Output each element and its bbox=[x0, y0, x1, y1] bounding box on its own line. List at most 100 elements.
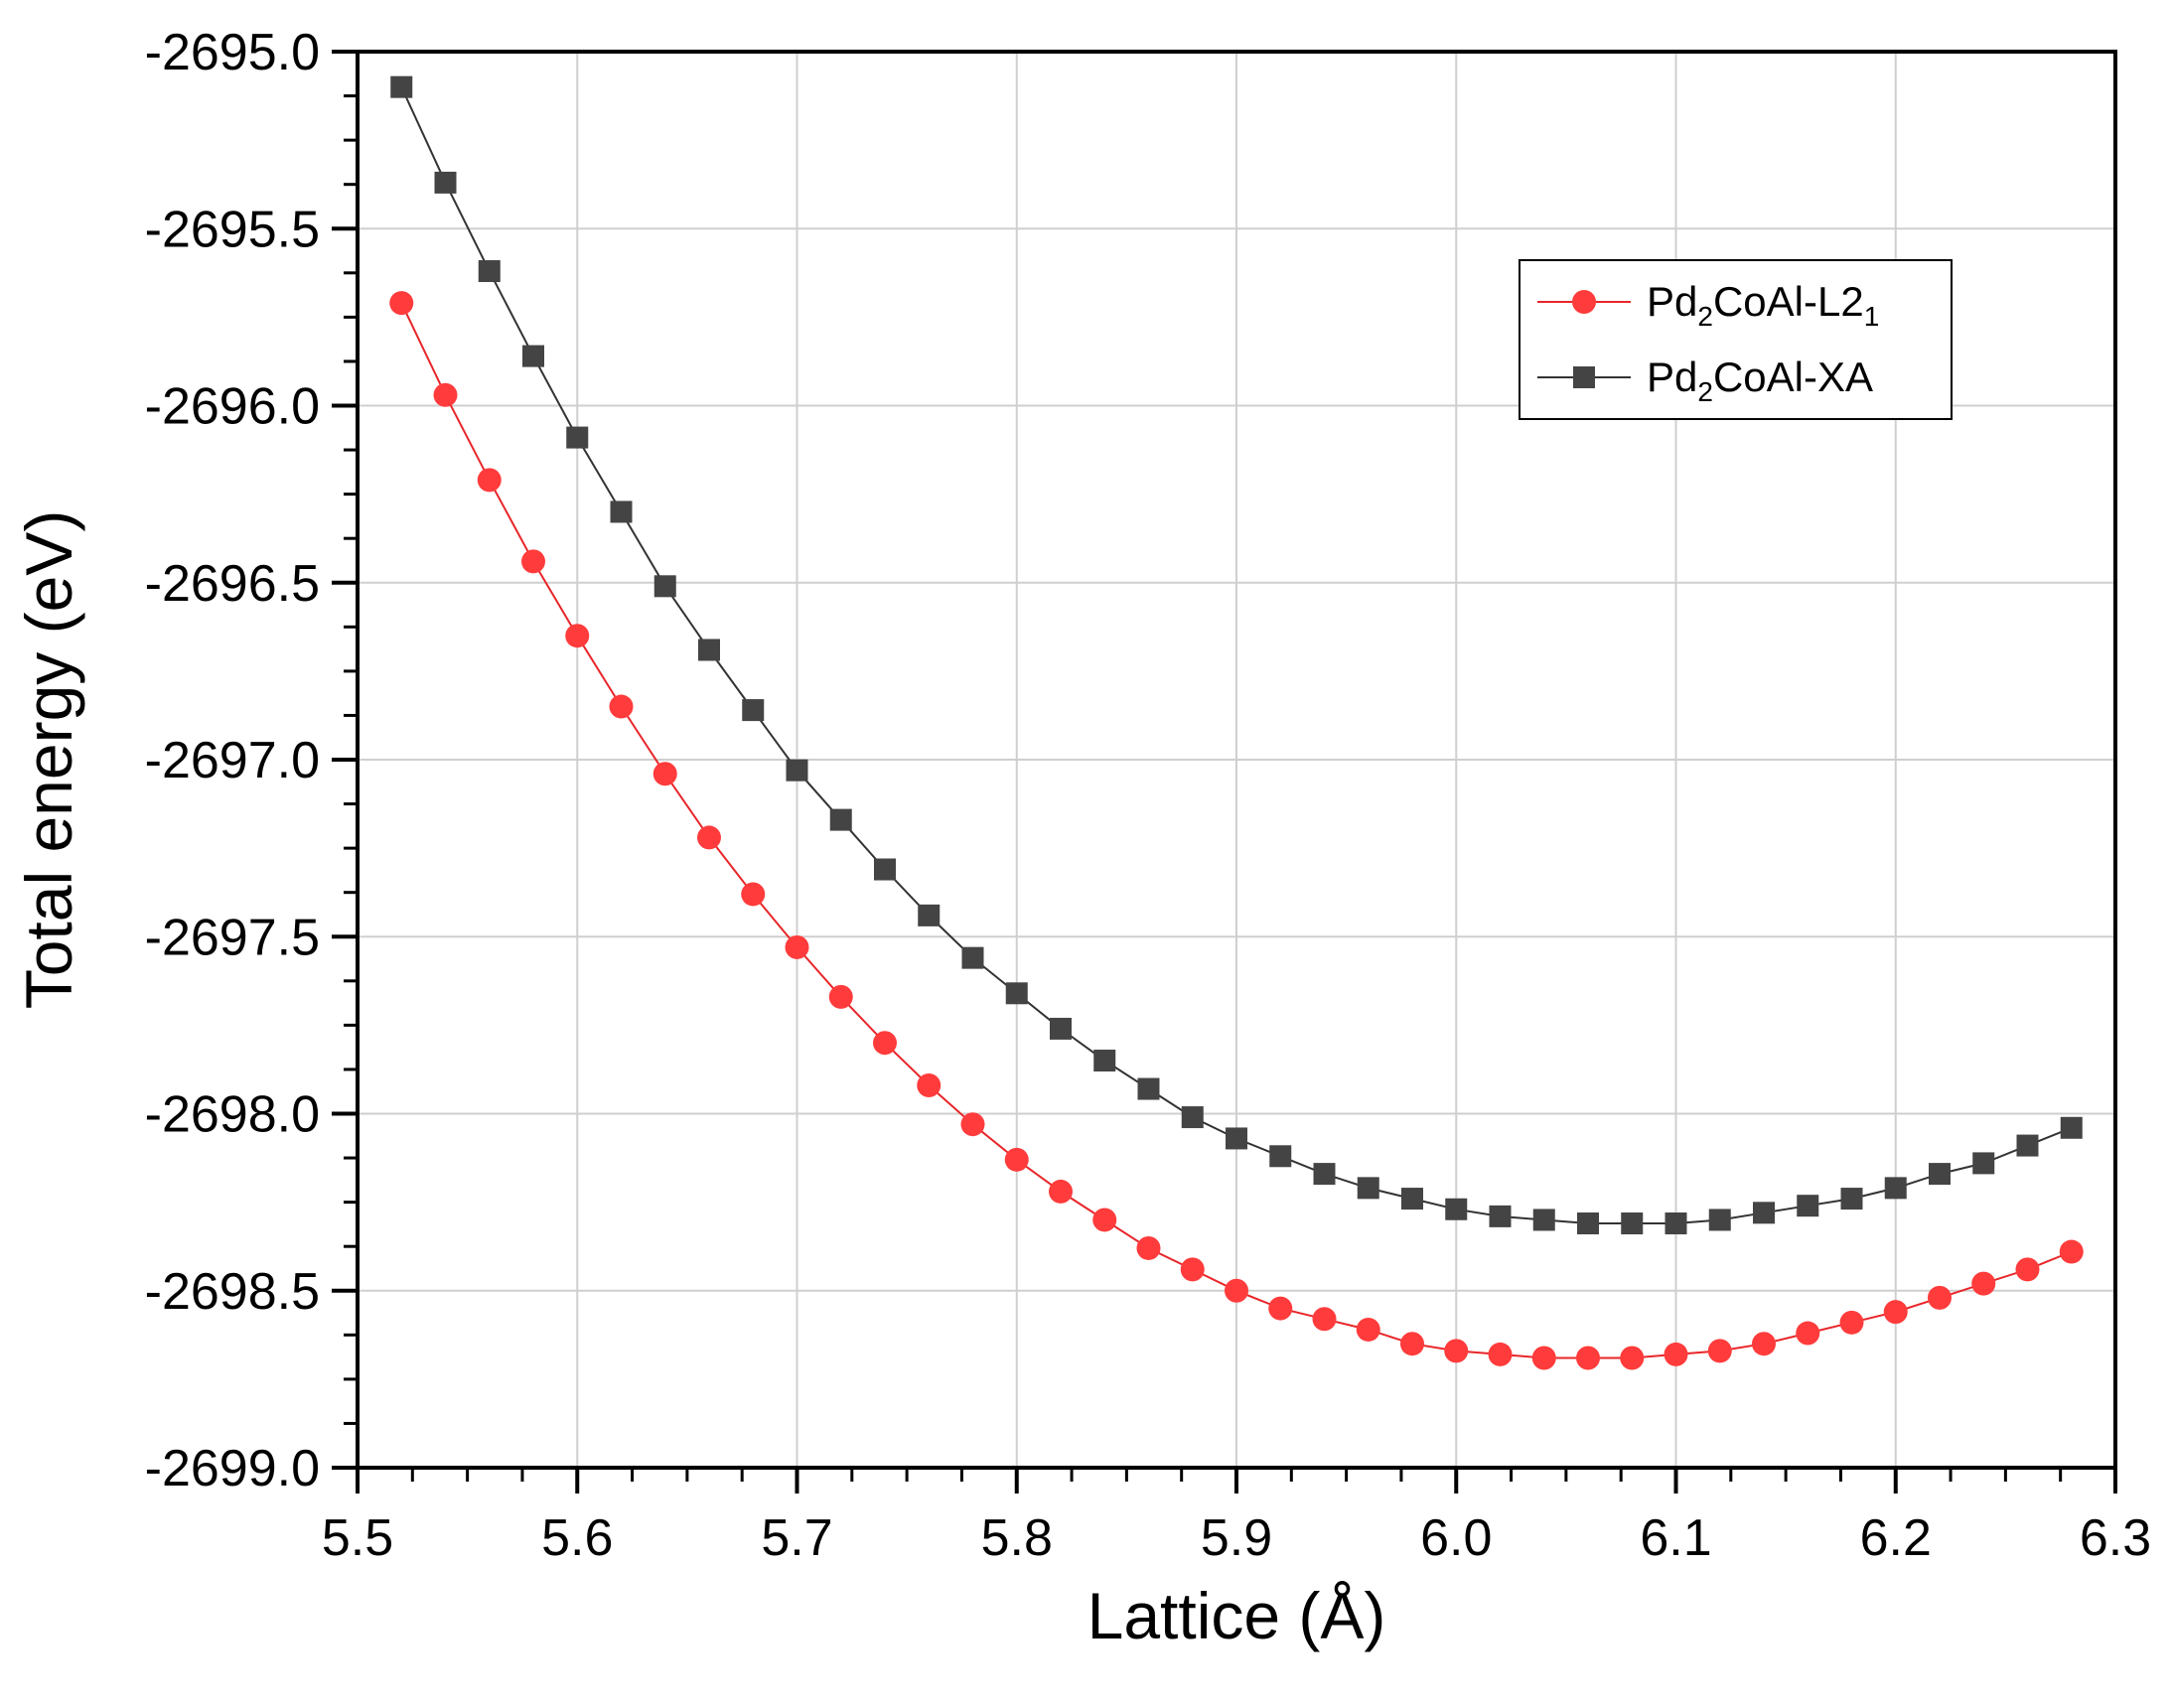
data-point bbox=[1971, 1271, 1996, 1296]
y-tick-label: -2698.5 bbox=[145, 1263, 320, 1321]
data-point bbox=[1972, 1152, 1995, 1175]
data-point bbox=[1180, 1257, 1205, 1282]
data-point bbox=[1708, 1209, 1731, 1231]
data-point bbox=[2060, 1116, 2083, 1139]
data-point bbox=[1092, 1208, 1117, 1232]
data-point bbox=[1753, 1202, 1775, 1224]
data-point bbox=[1621, 1212, 1644, 1235]
data-point bbox=[390, 75, 413, 98]
data-point bbox=[1181, 1106, 1204, 1129]
data-point bbox=[477, 468, 502, 493]
data-point bbox=[1797, 1195, 1819, 1217]
x-tick-label: 6.2 bbox=[1860, 1509, 1932, 1567]
x-tick-label: 5.6 bbox=[541, 1509, 613, 1567]
legend-entry-l21: Pd2CoAl-L21 bbox=[1537, 278, 1879, 332]
data-point bbox=[698, 639, 720, 661]
data-point bbox=[829, 808, 852, 831]
data-point bbox=[1796, 1321, 1820, 1346]
legend-box bbox=[1519, 259, 1953, 420]
legend-label-xa-sub1: 2 bbox=[1697, 376, 1713, 407]
y-axis-title: Total energy (eV) bbox=[12, 510, 85, 1010]
data-point bbox=[1928, 1285, 1952, 1310]
x-tick-label: 6.0 bbox=[1420, 1509, 1492, 1567]
x-tick-label: 5.9 bbox=[1201, 1509, 1272, 1567]
legend-label-l21-sub2: 1 bbox=[1864, 301, 1880, 332]
data-point bbox=[1050, 1017, 1072, 1040]
data-point bbox=[1840, 1188, 1863, 1210]
data-point bbox=[1400, 1332, 1424, 1356]
data-point bbox=[741, 882, 766, 907]
y-tick-label: -2695.5 bbox=[145, 201, 320, 258]
data-point bbox=[961, 946, 984, 969]
axes: 5.5 5.6 5.7 5.8 5.9 6.0 6.1 6.2 6.3 -2695.0 -2695.… bbox=[145, 24, 2152, 1567]
legend-label-xa: Pd2CoAl-XA bbox=[1647, 354, 1873, 407]
data-point bbox=[610, 500, 633, 523]
y-tick-label: -2699.0 bbox=[145, 1440, 320, 1497]
data-point bbox=[1313, 1163, 1336, 1186]
data-point bbox=[1269, 1145, 1292, 1168]
legend-label-l21-mid: CoAl-L2 bbox=[1713, 278, 1864, 325]
data-point bbox=[1136, 1235, 1161, 1260]
legend-label-xa-main: Pd bbox=[1647, 354, 1697, 400]
data-point bbox=[828, 984, 853, 1009]
data-point bbox=[917, 1072, 941, 1097]
data-point bbox=[1137, 1077, 1160, 1100]
data-point bbox=[1620, 1346, 1645, 1370]
data-point bbox=[1929, 1163, 1951, 1186]
plot-area bbox=[389, 75, 2084, 1370]
legend-entry-xa: Pd2CoAl-XA bbox=[1537, 354, 1873, 407]
data-point bbox=[1226, 1127, 1247, 1150]
data-point bbox=[786, 759, 808, 782]
data-point bbox=[1225, 1278, 1248, 1303]
x-tick-label: 6.1 bbox=[1640, 1509, 1711, 1567]
data-point bbox=[1839, 1310, 1864, 1335]
series-l21 bbox=[389, 291, 2084, 1370]
data-point bbox=[478, 260, 501, 283]
series-xa bbox=[390, 75, 2083, 1235]
data-point bbox=[874, 858, 896, 881]
legend: Pd2CoAl-L21 Pd2CoAl-XA bbox=[1519, 259, 1953, 420]
data-point bbox=[1004, 1147, 1029, 1172]
data-point bbox=[1884, 1177, 1907, 1200]
data-point bbox=[1444, 1339, 1469, 1363]
data-point bbox=[566, 426, 589, 449]
data-point bbox=[653, 575, 676, 598]
y-tick-label: -2696.5 bbox=[145, 555, 320, 613]
data-point bbox=[1488, 1342, 1513, 1366]
data-point bbox=[1357, 1177, 1379, 1200]
data-point bbox=[1445, 1198, 1468, 1220]
data-point bbox=[873, 1031, 897, 1056]
data-point bbox=[389, 291, 414, 316]
y-tick-label: -2697.0 bbox=[145, 732, 320, 789]
legend-label-xa-mid: CoAl-XA bbox=[1713, 354, 1873, 400]
data-point bbox=[742, 699, 765, 722]
data-point bbox=[2015, 1257, 2040, 1282]
data-point bbox=[1707, 1339, 1732, 1363]
data-point bbox=[1356, 1317, 1380, 1342]
data-point bbox=[609, 694, 634, 719]
data-point bbox=[1883, 1300, 1908, 1325]
x-tick-label: 5.8 bbox=[981, 1509, 1053, 1567]
data-point bbox=[1049, 1179, 1073, 1204]
data-point bbox=[1489, 1205, 1512, 1227]
x-tick-label: 5.7 bbox=[761, 1509, 832, 1567]
data-point bbox=[1577, 1212, 1599, 1235]
data-point bbox=[1664, 1342, 1688, 1366]
x-tick-label: 6.3 bbox=[2080, 1509, 2151, 1567]
y-tick-label: -2698.0 bbox=[145, 1086, 320, 1144]
data-point bbox=[1531, 1346, 1556, 1370]
data-point bbox=[785, 934, 809, 959]
data-point bbox=[521, 549, 545, 574]
data-point bbox=[960, 1112, 985, 1137]
legend-label-l21-sub1: 2 bbox=[1697, 301, 1713, 332]
data-point bbox=[434, 171, 457, 194]
data-point bbox=[1268, 1296, 1293, 1321]
legend-marker-l21 bbox=[1572, 290, 1596, 314]
legend-marker-xa bbox=[1573, 366, 1595, 388]
data-point bbox=[1752, 1332, 1776, 1356]
data-point bbox=[918, 904, 941, 926]
data-point bbox=[1312, 1307, 1337, 1332]
y-tick-label: -2695.0 bbox=[145, 24, 320, 81]
